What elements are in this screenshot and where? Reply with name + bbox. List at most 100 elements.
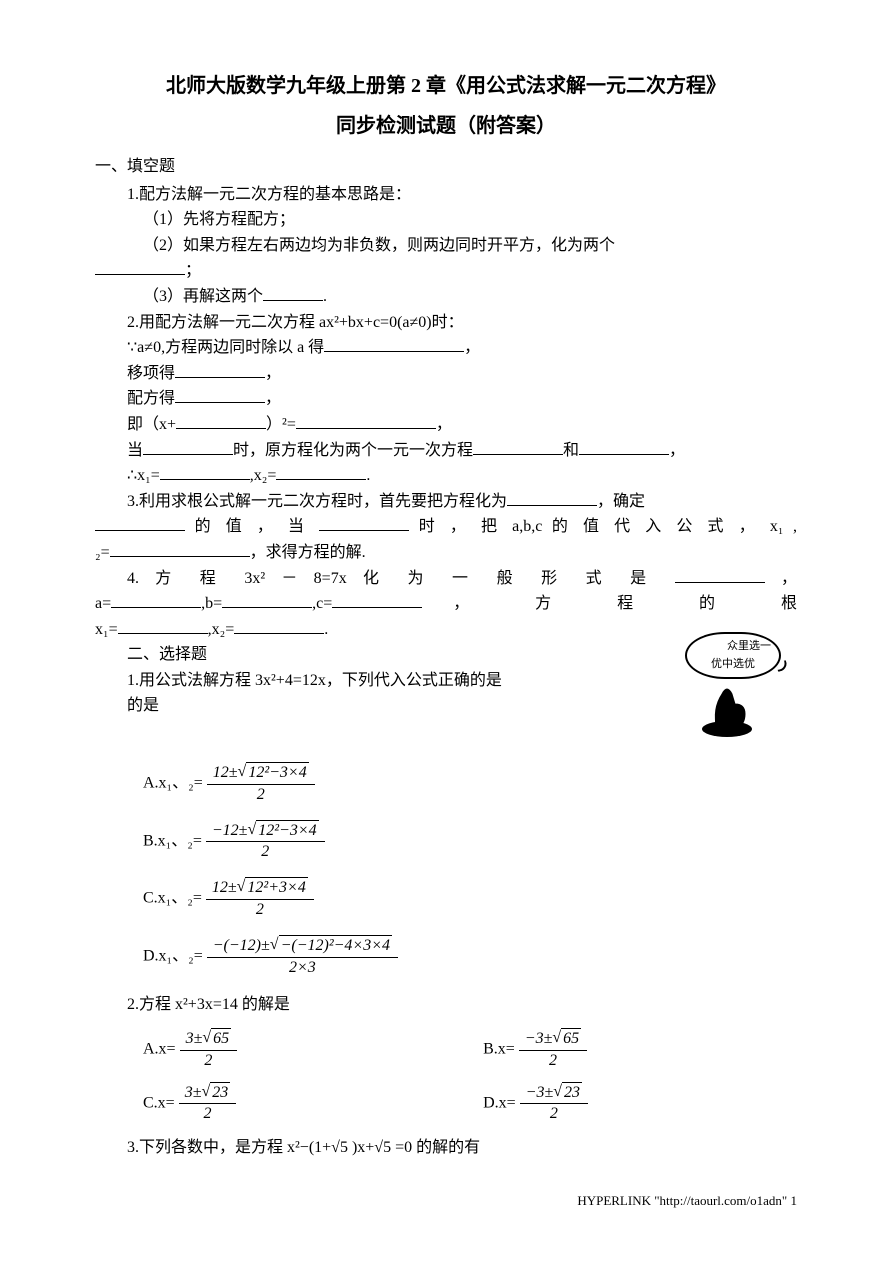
s2-q2-optA: A.x= 3±√65 2: [143, 1028, 457, 1072]
q3d: 时 ， 把 a,b,c 的 值 代 入 公 式 ， x₁ ,: [409, 518, 797, 535]
blank: [296, 413, 436, 429]
q2-4a: 即（x+: [127, 416, 176, 433]
q2-5: 当时，原方程化为两个一元一次方程和，: [95, 438, 797, 464]
s2-q2-intro: 2.方程 x²+3x=14 的解是: [95, 992, 797, 1018]
q3-line2: 的 值 ， 当 时 ， 把 a,b,c 的 值 代 入 公 式 ， x₁ ,: [95, 514, 797, 540]
q3: 3.利用求根公式解一元二次方程时，首先要把方程化为，确定: [95, 489, 797, 515]
punct: ，: [464, 339, 480, 356]
q1-intro: 1.配方法解一元二次方程的基本思路是：: [95, 182, 797, 208]
q4d: ,b=: [201, 595, 222, 612]
q4f: ， 方 程 的 根: [422, 595, 797, 612]
q1-2: （2）如果方程左右两边均为非负数，则两边同时开平方，化为两个: [95, 233, 797, 259]
s2-q2-row1: A.x= 3±√65 2 B.x= −3±√65 2: [143, 1028, 797, 1072]
q2A-label: A.x=: [143, 1041, 176, 1058]
q1-1: （1）先将方程配方；: [95, 207, 797, 233]
blank: [95, 515, 185, 531]
s2-q1-optD: D.x₁、₂= −(−12)±√−(−12)²−4×3×4 2×3: [143, 935, 797, 979]
page-title: 北师大版数学九年级上册第 2 章《用公式法求解一元二次方程》: [95, 70, 797, 102]
blank: [118, 618, 208, 634]
blank: [473, 439, 563, 455]
blank: [263, 285, 323, 301]
s2-q2-row2: C.x= 3±√23 2 D.x= −3±√23 2: [143, 1082, 797, 1126]
q4-line2: a= ,b= ,c= ， 方 程 的 根: [95, 591, 797, 617]
fraction: −3±√23 2: [520, 1082, 588, 1126]
q2-5b: 时，原方程化为两个一元一次方程: [233, 442, 473, 459]
fraction: −12±√12²−3×4 2: [206, 820, 325, 864]
q3-line3: ₂= ，求得方程的解.: [95, 540, 797, 566]
page-footer: HYPERLINK "http://taourl.com/o1adn" 1: [95, 1191, 797, 1212]
s2-q2-optC: C.x= 3±√23 2: [143, 1082, 457, 1126]
speech-bubble: 众里选一 优中选优: [685, 632, 781, 679]
blank: [319, 515, 409, 531]
q4b: ，: [765, 570, 797, 587]
q1-3: （3）再解这两个.: [95, 284, 797, 310]
punct: ；: [185, 262, 201, 279]
thumbs-up-icon: [687, 679, 767, 739]
q3c: 的 值 ， 当: [185, 518, 319, 535]
q2-6a: ∴x₁=: [127, 467, 160, 484]
fraction: −3±√65 2: [519, 1028, 587, 1072]
blank: [95, 259, 185, 275]
blank: [176, 413, 266, 429]
punct: .: [323, 288, 327, 305]
fraction: 12±√12²+3×4 2: [206, 877, 314, 921]
q2C-label: C.x=: [143, 1094, 175, 1111]
q4c: a=: [95, 595, 111, 612]
q2-6: ∴x₁= ,x₂=.: [95, 463, 797, 489]
bubble-line2: 优中选优: [711, 658, 755, 670]
q2-intro: 2.用配方法解一元二次方程 ax²+bx+c=0(a≠0)时：: [95, 310, 797, 336]
blank: [507, 490, 597, 506]
q4h: ,x₂=: [208, 621, 235, 638]
q4e: ,c=: [312, 595, 332, 612]
q2-1-text: ∵a≠0,方程两边同时除以 a 得: [127, 339, 324, 356]
blank: [111, 592, 201, 608]
s2-q2-optB: B.x= −3±√65 2: [483, 1028, 797, 1072]
q1-3-text: （3）再解这两个: [143, 288, 263, 305]
q1-2-text: （2）如果方程左右两边均为非负数，则两边同时开平方，化为两个: [143, 237, 615, 254]
fraction: 12±√12²−3×4 2: [207, 762, 315, 806]
q2-intro-text: 2.用配方法解一元二次方程 ax²+bx+c=0(a≠0)时：: [127, 314, 464, 331]
q2-5a: 当: [127, 442, 143, 459]
punct: .: [366, 467, 370, 484]
q2-2-text: 移项得: [127, 365, 175, 382]
fraction: 3±√23 2: [179, 1082, 237, 1126]
q4-line1: 4. 方 程 3x² － 8=7x 化 为 一 般 形 式 是 ，: [95, 566, 797, 592]
q2B-label: B.x=: [483, 1041, 515, 1058]
blank: [332, 592, 422, 608]
blank: [175, 362, 265, 378]
q4a: 4. 方 程 3x² － 8=7x 化 为 一 般 形 式 是: [127, 570, 675, 587]
blank: [324, 336, 464, 352]
blank: [579, 439, 669, 455]
blank: [110, 541, 250, 557]
s2-q2-optD: D.x= −3±√23 2: [483, 1082, 797, 1126]
section2-area: 众里选一 优中选优 二、选择题 1.用公式法解方程 3x²+4=12x，下列代入…: [95, 642, 797, 748]
thumb-illustration: 众里选一 优中选优: [637, 632, 797, 748]
punct: ，: [265, 390, 281, 407]
blank: [234, 618, 324, 634]
q3e: ₂=: [95, 544, 110, 561]
s2-q1-optA: A.x₁、₂= 12±√12²−3×4 2: [143, 762, 797, 806]
optB-label: B.x₁、₂=: [143, 832, 202, 849]
bubble-line1: 众里选一: [727, 640, 771, 652]
punct: ，: [436, 416, 452, 433]
punct: ，: [265, 365, 281, 382]
section1-head: 一、填空题: [95, 154, 797, 180]
q2-2: 移项得 ，: [95, 361, 797, 387]
s2-q1-optB: B.x₁、₂= −12±√12²−3×4 2: [143, 820, 797, 864]
blank: [175, 387, 265, 403]
q2D-label: D.x=: [483, 1094, 516, 1111]
blank: [160, 464, 250, 480]
blank: [222, 592, 312, 608]
q3a: 3.利用求根公式解一元二次方程时，首先要把方程化为: [127, 493, 507, 510]
blank: [143, 439, 233, 455]
page-subtitle: 同步检测试题（附答案）: [95, 110, 797, 142]
q3f: ，求得方程的解.: [250, 544, 366, 561]
q2-3: 配方得 ，: [95, 386, 797, 412]
q4g: x₁=: [95, 621, 118, 638]
optA-label: A.x₁、₂=: [143, 775, 203, 792]
q2-4b: ）²=: [266, 416, 296, 433]
s2-q3: 3.下列各数中，是方程 x²−(1+√5 )x+√5 =0 的解的有: [95, 1135, 797, 1161]
q2-6b: ,x₂=: [250, 467, 277, 484]
fraction: −(−12)±√−(−12)²−4×3×4 2×3: [207, 935, 398, 979]
q2-3-text: 配方得: [127, 390, 175, 407]
